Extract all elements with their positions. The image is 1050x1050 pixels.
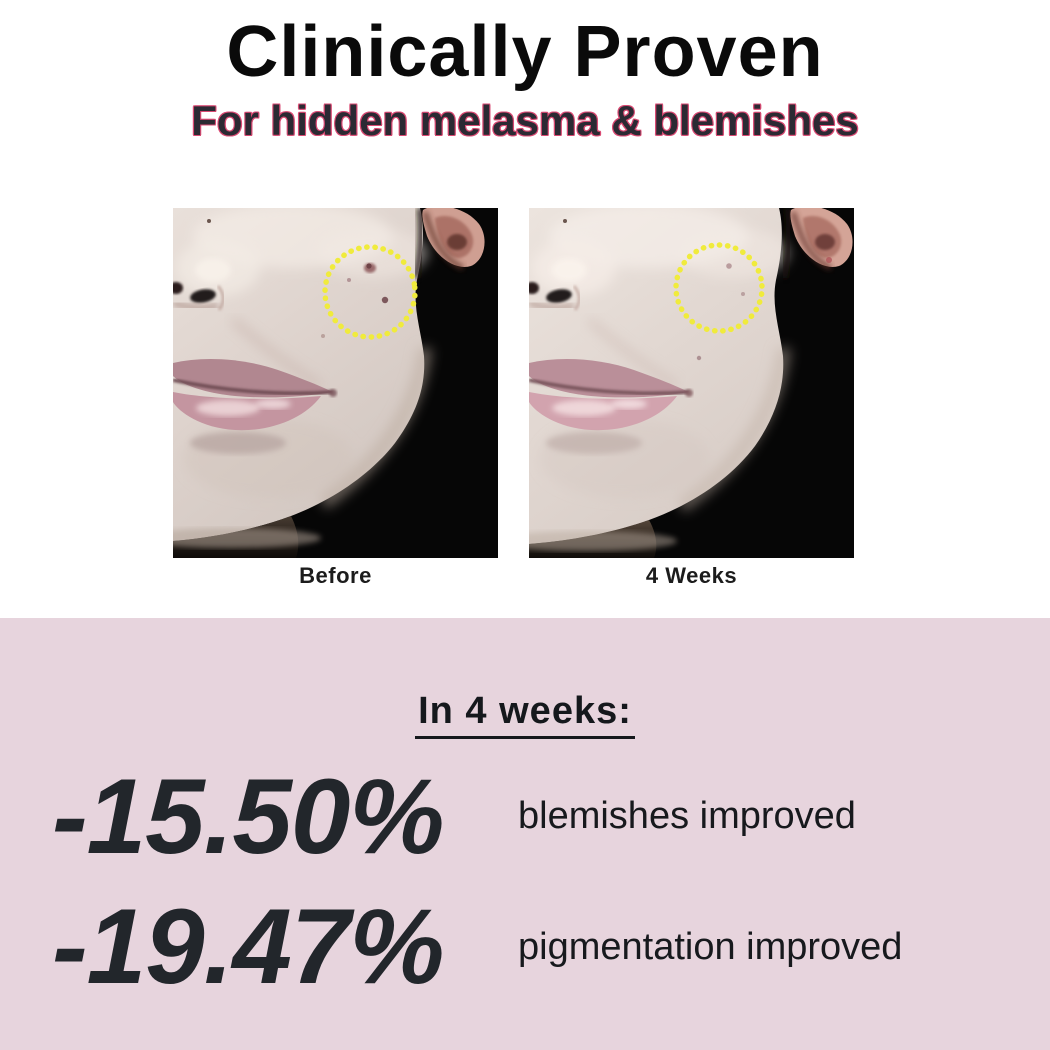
stat-value-pigmentation: -19.47% bbox=[52, 886, 445, 1006]
nose bbox=[173, 258, 231, 311]
page-subtitle: For hidden melasma & blemishes bbox=[191, 97, 859, 144]
before-photo bbox=[173, 208, 498, 558]
stat-label-pigmentation: pigmentation improved bbox=[518, 926, 903, 968]
after-photo bbox=[529, 208, 854, 558]
ear bbox=[413, 208, 485, 279]
before-label: Before bbox=[299, 563, 372, 588]
page-title: Clinically Proven bbox=[226, 12, 824, 92]
blemishes bbox=[563, 219, 745, 361]
nasolabial-crease bbox=[586, 317, 679, 389]
face-illustration-after bbox=[529, 208, 854, 558]
results-section bbox=[0, 618, 1050, 1050]
stat-value-blemishes: -15.50% bbox=[52, 756, 445, 876]
face-illustration-before bbox=[173, 208, 498, 558]
nose bbox=[529, 258, 587, 311]
blemishes bbox=[207, 219, 389, 338]
nasolabial-crease bbox=[230, 317, 323, 389]
stat-label-blemishes: blemishes improved bbox=[518, 795, 856, 837]
results-heading: In 4 weeks: bbox=[0, 692, 1050, 739]
chin-neck-shadow bbox=[173, 516, 321, 558]
ear bbox=[781, 208, 853, 279]
highlight-circle-icon bbox=[673, 242, 765, 334]
chin-neck-shadow bbox=[529, 520, 677, 558]
lips bbox=[173, 358, 337, 454]
highlight-circle-icon bbox=[322, 244, 418, 340]
after-label: 4 Weeks bbox=[645, 563, 738, 588]
results-heading-text: In 4 weeks: bbox=[415, 692, 635, 739]
lips bbox=[529, 358, 693, 454]
